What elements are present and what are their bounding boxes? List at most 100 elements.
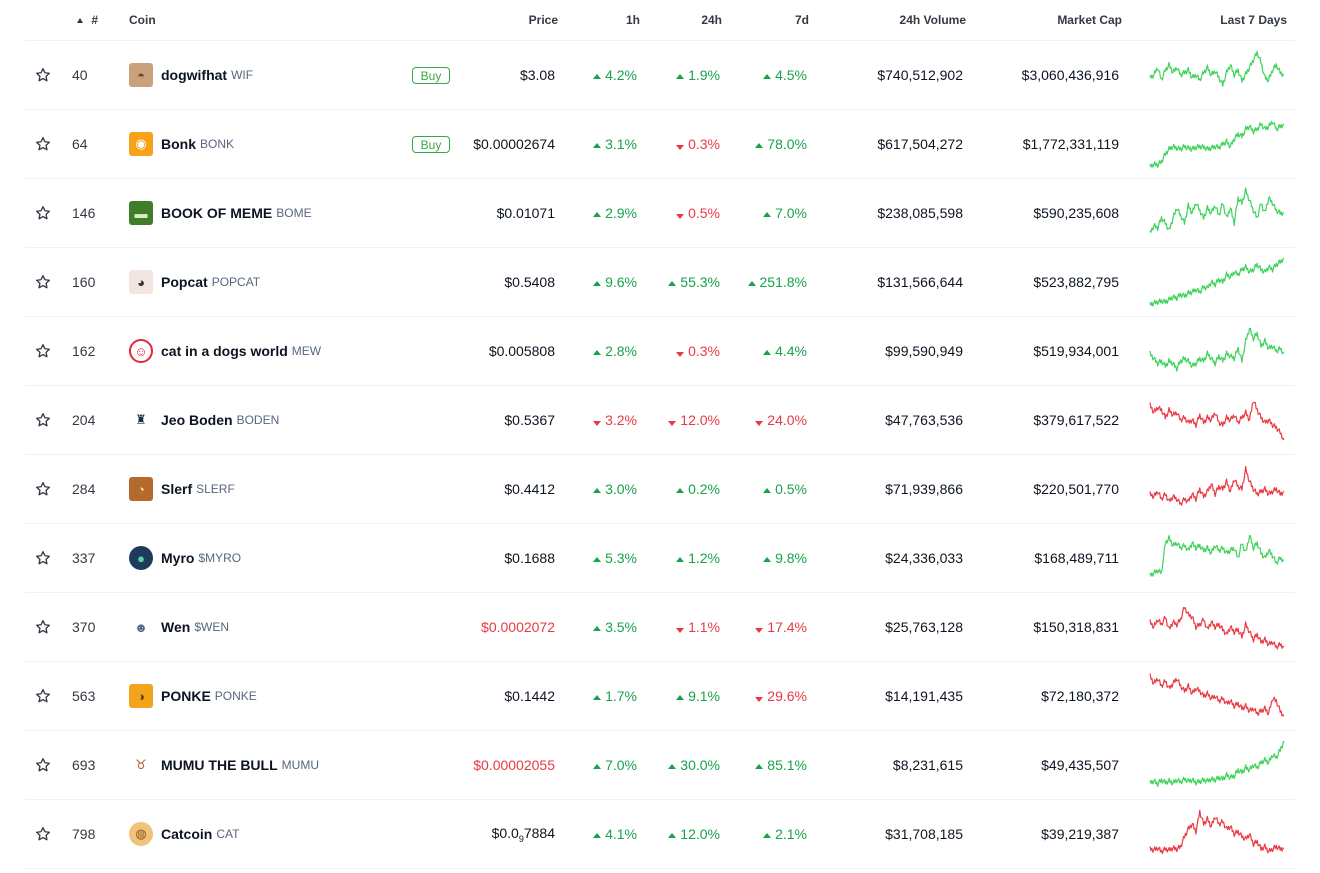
mumu-icon: ♉ [129,753,153,777]
volume-header[interactable]: 24h Volume [899,13,966,27]
favorite-star-icon[interactable] [33,179,53,247]
table-row[interactable]: 64 ◉ Bonk BONK Buy $0.00002674 3.1% 0.3%… [25,110,1295,179]
table-row[interactable]: 798 ◍ Catcoin CAT $0.097884 4.1% 12.0% 2… [25,800,1295,869]
caret-up-icon [676,488,685,493]
caret-up-icon [747,281,756,286]
buy-button[interactable]: Buy [412,136,450,153]
table-row[interactable]: 693 ♉ MUMU THE BULL MUMU $0.00002055 7.0… [25,731,1295,800]
caret-up-icon [763,557,772,562]
coin-cell[interactable]: ◍ Catcoin CAT [129,800,419,868]
coin-name[interactable]: Jeo Boden [161,412,233,428]
change-1h-cell: 3.0% [570,455,637,523]
table-row[interactable]: 563 ◑ PONKE PONKE $0.1442 1.7% 9.1% 29.6… [25,662,1295,731]
favorite-star-icon[interactable] [33,110,53,178]
caret-up-icon [763,74,772,79]
price-value: $0.1688 [504,550,555,566]
coin-name[interactable]: Wen [161,619,191,635]
volume-cell: $47,763,536 [885,412,963,428]
sparkline-cell [1147,593,1287,661]
coin-cell[interactable]: ♉ MUMU THE BULL MUMU [129,731,419,799]
sparkline-chart [1149,257,1285,307]
table-row[interactable]: 160 ◕ Popcat POPCAT $0.5408 9.6% 55.3% 2… [25,248,1295,317]
favorite-star-icon[interactable] [33,662,53,730]
table-row[interactable]: 204 ♜ Jeo Boden BODEN $0.5367 3.2% 12.0%… [25,386,1295,455]
change-7d-cell: 7.0% [735,179,807,247]
volume-cell: $25,763,128 [885,619,963,635]
table-row[interactable]: 337 ● Myro $MYRO $0.1688 5.3% 1.2% 9.8% … [25,524,1295,593]
coin-cell[interactable]: ◓ dogwifhat WIF [129,41,419,109]
change-7d-cell: 251.8% [735,248,807,316]
market-cap-header[interactable]: Market Cap [1057,13,1122,27]
rank-cell: 693 [72,757,96,773]
table-row[interactable]: 40 ◓ dogwifhat WIF Buy $3.08 4.2% 1.9% 4… [25,41,1295,110]
buy-button[interactable]: Buy [412,67,450,84]
coin-cell[interactable]: ◔ Slerf SLERF [129,455,419,523]
coin-cell[interactable]: ● Myro $MYRO [129,524,419,592]
change-7d-cell: 0.5% [735,455,807,523]
7d-header[interactable]: 7d [794,13,809,27]
coin-name[interactable]: MUMU THE BULL [161,757,278,773]
coin-name[interactable]: dogwifhat [161,67,228,83]
change-1h-cell: 1.7% [570,662,637,730]
price-value: $0.00002055 [473,757,555,773]
price-value: $0.1442 [504,688,555,704]
market-cap-cell: $49,435,507 [1041,757,1119,773]
favorite-star-icon[interactable] [33,524,53,592]
caret-up-icon [763,833,772,838]
volume-cell: $14,191,435 [885,688,963,704]
change-24h-value: 55.3% [668,274,720,290]
table-row[interactable]: 284 ◔ Slerf SLERF $0.4412 3.0% 0.2% 0.5%… [25,455,1295,524]
caret-up-icon [755,143,764,148]
caret-up-icon [676,695,685,700]
volume-cell: $617,504,272 [877,136,963,152]
change-1h-cell: 4.1% [570,800,637,868]
coin-cell[interactable]: ☺ cat in a dogs world MEW [129,317,419,385]
price-cell: $0.5408 [445,248,555,316]
favorite-star-icon[interactable] [33,593,53,661]
coin-symbol: $MYRO [198,551,242,565]
coin-name[interactable]: BOOK OF MEME [161,205,273,221]
favorite-star-icon[interactable] [33,800,53,868]
coin-name[interactable]: Myro [161,550,195,566]
coin-header[interactable]: Coin [129,13,156,27]
volume-cell: $24,336,033 [885,550,963,566]
coin-name[interactable]: Catcoin [161,826,213,842]
favorite-star-icon[interactable] [33,455,53,523]
favorite-star-icon[interactable] [33,41,53,109]
24h-header[interactable]: 24h [701,13,722,27]
table-row[interactable]: 370 ☻ Wen $WEN $0.0002072 3.5% 1.1% 17.4… [25,593,1295,662]
favorite-star-icon[interactable] [33,731,53,799]
table-row[interactable]: 146 ▬ BOOK OF MEME BOME $0.01071 2.9% 0.… [25,179,1295,248]
rank-header[interactable]: # [72,0,98,40]
coin-cell[interactable]: ☻ Wen $WEN [129,593,419,661]
price-value: $3.08 [519,67,555,83]
volume-cell: $740,512,902 [877,67,963,83]
1h-header[interactable]: 1h [625,13,640,27]
coin-name[interactable]: Popcat [161,274,208,290]
slerf-icon: ◔ [129,477,153,501]
change-24h-value: 9.1% [676,688,720,704]
coin-cell[interactable]: ♜ Jeo Boden BODEN [129,386,419,454]
coin-cell[interactable]: ▬ BOOK OF MEME BOME [129,179,419,247]
coin-name[interactable]: PONKE [161,688,211,704]
price-header[interactable]: Price [528,13,558,27]
favorite-star-icon[interactable] [33,317,53,385]
ponke-icon: ◑ [129,684,153,708]
coin-name[interactable]: Slerf [161,481,193,497]
coin-name[interactable]: Bonk [161,136,196,152]
favorite-star-icon[interactable] [33,386,53,454]
change-24h-value: 0.3% [676,136,720,152]
change-7d-value: 24.0% [755,412,807,428]
coin-cell[interactable]: ◉ Bonk BONK [129,110,419,178]
coin-name[interactable]: cat in a dogs world [161,343,288,359]
change-7d-cell: 17.4% [735,593,807,661]
coin-cell[interactable]: ◑ PONKE PONKE [129,662,419,730]
table-row[interactable]: 162 ☺ cat in a dogs world MEW $0.005808 … [25,317,1295,386]
change-7d-cell: 85.1% [735,731,807,799]
coin-cell[interactable]: ◕ Popcat POPCAT [129,248,419,316]
favorite-star-icon[interactable] [33,248,53,316]
coin-symbol: BOME [276,206,312,220]
caret-up-icon [593,626,602,631]
change-1h-value: 4.1% [593,826,637,842]
change-1h-value: 3.5% [593,619,637,635]
